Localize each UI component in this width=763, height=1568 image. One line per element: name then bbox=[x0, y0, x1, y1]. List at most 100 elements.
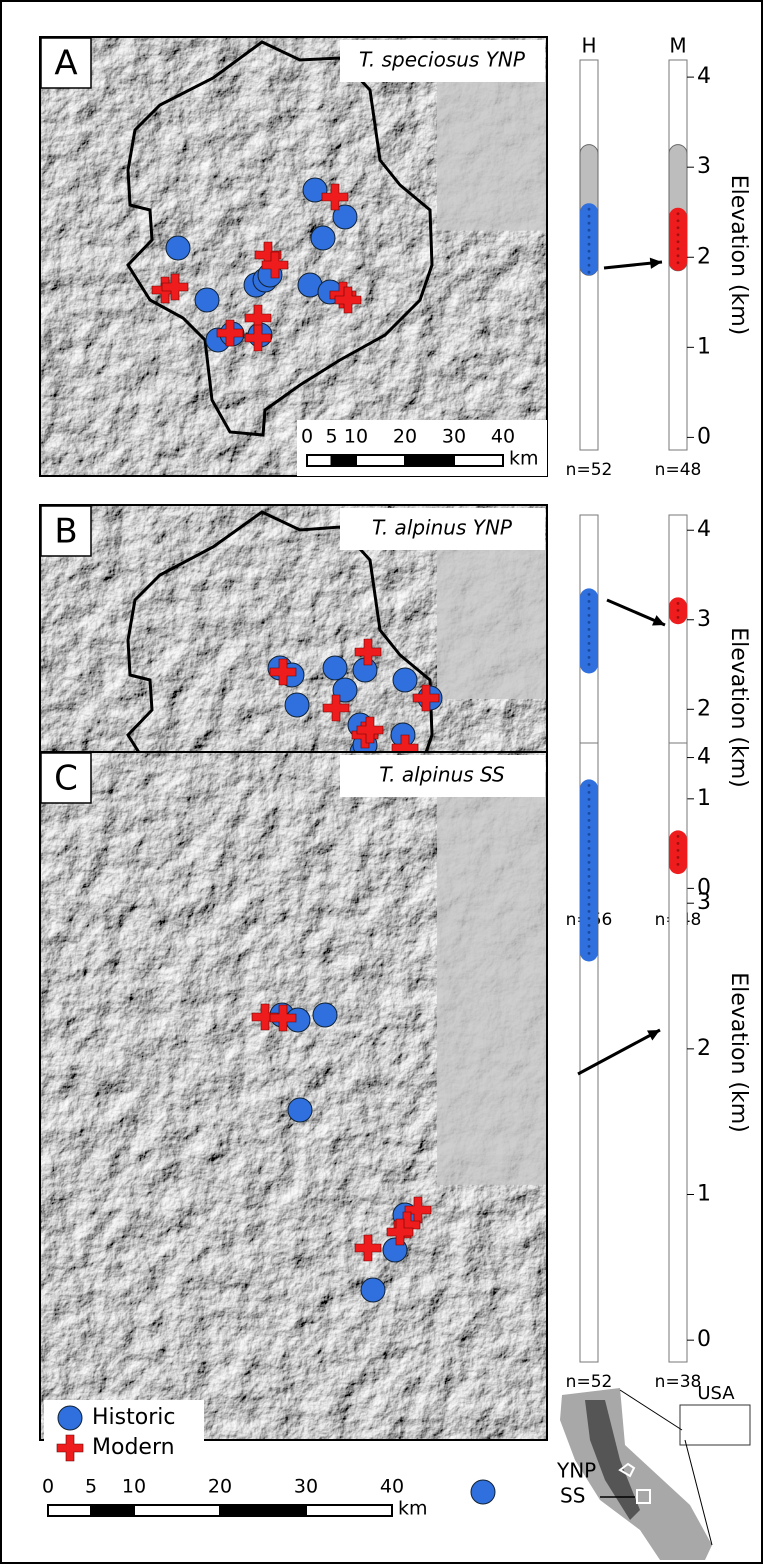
sample-dot bbox=[676, 261, 680, 265]
park-boundary bbox=[126, 40, 434, 437]
arrow-head bbox=[649, 257, 662, 269]
map-flat bbox=[437, 77, 547, 231]
y-tick-label: 3 bbox=[697, 607, 711, 632]
sample-dot bbox=[676, 240, 680, 244]
sample-dot bbox=[676, 226, 680, 230]
sample-dot bbox=[587, 840, 591, 843]
historic-point bbox=[360, 1277, 386, 1303]
panel-title: T. alpinus YNP bbox=[372, 516, 513, 540]
y-tick-label: 0 bbox=[697, 875, 711, 900]
arrow-head bbox=[647, 1030, 660, 1041]
sample-dot bbox=[587, 875, 591, 878]
sample-dot bbox=[587, 256, 591, 260]
inset-line bbox=[684, 1439, 713, 1546]
panel-title: T. speciosus YNP bbox=[359, 48, 526, 72]
sample-dot bbox=[587, 607, 591, 610]
historic-point bbox=[310, 225, 336, 251]
n-label: n=52 bbox=[566, 460, 613, 480]
sample-dot bbox=[587, 614, 591, 617]
historic-point bbox=[470, 1479, 496, 1505]
modern-point bbox=[356, 716, 384, 744]
modern-point bbox=[321, 183, 349, 211]
sample-dot bbox=[587, 249, 591, 253]
axis-label: Elevation (km) bbox=[726, 972, 751, 1133]
sample-dot bbox=[587, 621, 591, 624]
sample-dot bbox=[676, 233, 680, 237]
elevation-range bbox=[669, 207, 687, 271]
scale-segment bbox=[133, 1504, 221, 1517]
sample-dot bbox=[587, 649, 591, 652]
scale-segment bbox=[330, 454, 357, 467]
modern-point bbox=[412, 684, 440, 712]
scale-segment bbox=[90, 1504, 135, 1517]
sample-dot bbox=[587, 784, 591, 787]
modern-point bbox=[354, 1234, 382, 1262]
map-flat bbox=[437, 772, 547, 1185]
scale-segment bbox=[355, 454, 406, 467]
y-tick-label: 0 bbox=[697, 1327, 711, 1352]
scale-tick-label: 10 bbox=[122, 1476, 146, 1498]
sample-dot bbox=[587, 812, 591, 815]
historic-point bbox=[165, 235, 191, 261]
historic-point bbox=[194, 287, 220, 313]
axis-label: Elevation (km) bbox=[726, 627, 751, 788]
legend-label: Modern bbox=[92, 1435, 175, 1460]
panel-label: A bbox=[54, 44, 77, 84]
y-tick-label: 1 bbox=[697, 786, 711, 811]
sample-dot bbox=[587, 889, 591, 892]
historic-point bbox=[312, 1002, 338, 1028]
y-tick-label: 4 bbox=[697, 64, 711, 89]
sample-dot bbox=[587, 924, 591, 927]
panel-label: C bbox=[54, 759, 78, 799]
sample-dot bbox=[587, 847, 591, 850]
elevation-range bbox=[580, 203, 598, 276]
scale-segment bbox=[404, 454, 455, 467]
panel-label: B bbox=[54, 512, 77, 552]
inset-ynp bbox=[618, 1462, 636, 1478]
scale-tick-label: 30 bbox=[294, 1476, 318, 1498]
sample-dot bbox=[587, 263, 591, 267]
inset-valley bbox=[585, 1400, 640, 1520]
sample-dot bbox=[587, 635, 591, 638]
inset-ss-box bbox=[636, 1489, 651, 1504]
sample-dot bbox=[587, 931, 591, 934]
historic-point bbox=[287, 1097, 313, 1123]
sample-dot bbox=[676, 247, 680, 251]
y-tick-label: 1 bbox=[697, 334, 711, 359]
scale-tick-label: 0 bbox=[301, 426, 313, 448]
sample-dot bbox=[587, 945, 591, 948]
panel-label-box bbox=[40, 505, 92, 557]
title-box bbox=[340, 508, 545, 550]
y-tick-label: 3 bbox=[697, 154, 711, 179]
sample-dot bbox=[587, 805, 591, 808]
historic-point bbox=[322, 655, 348, 681]
shift-arrow bbox=[577, 1028, 661, 1076]
y-tick-label: 2 bbox=[697, 696, 711, 721]
n-label: n=48 bbox=[655, 460, 702, 480]
sample-dot bbox=[587, 833, 591, 836]
sample-dot bbox=[587, 656, 591, 659]
scale-unit: km bbox=[509, 448, 539, 470]
n-label: n=38 bbox=[655, 1372, 702, 1392]
scale-tick-label: 30 bbox=[442, 426, 466, 448]
sample-dot bbox=[587, 826, 591, 829]
scale-unit: km bbox=[398, 1498, 428, 1520]
sample-dot bbox=[676, 601, 680, 605]
sample-dot bbox=[676, 219, 680, 223]
map-flat bbox=[437, 545, 547, 699]
sample-dot bbox=[587, 882, 591, 885]
panel-title: T. alpinus SS bbox=[379, 763, 505, 787]
modern-point bbox=[161, 273, 189, 301]
modern-point bbox=[269, 1004, 297, 1032]
column-label: H bbox=[581, 34, 596, 58]
inset-usa bbox=[679, 1404, 751, 1446]
sample-dot bbox=[587, 228, 591, 232]
sample-dot bbox=[587, 854, 591, 857]
title-box bbox=[340, 40, 545, 82]
inset-line bbox=[619, 1389, 683, 1431]
sample-dot bbox=[676, 841, 680, 845]
modern-point bbox=[393, 1211, 421, 1239]
map-frame bbox=[39, 36, 548, 477]
sample-dot bbox=[587, 910, 591, 913]
modern-point bbox=[269, 658, 297, 686]
